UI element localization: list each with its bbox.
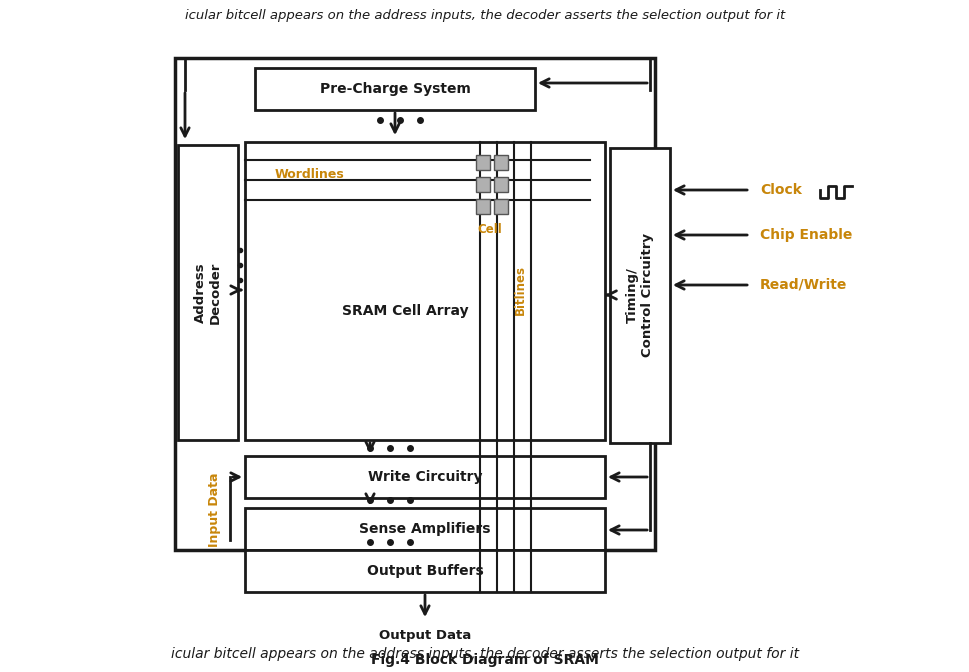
Bar [493,177,508,192]
Text: SRAM Cell Array: SRAM Cell Array [341,304,468,318]
Text: icular bitcell appears on the address inputs, the decoder asserts the selection : icular bitcell appears on the address in… [171,647,798,661]
Text: Timing/
Control Circuitry: Timing/ Control Circuitry [625,233,653,358]
Bar [178,145,237,440]
Text: Write Circuitry: Write Circuitry [367,470,482,484]
Text: Address
Decoder: Address Decoder [194,261,222,324]
Text: Pre-Charge System: Pre-Charge System [319,82,470,96]
Text: Input Data: Input Data [208,472,221,547]
Text: Output Data: Output Data [379,628,471,642]
Bar [245,508,605,550]
Bar [610,148,670,443]
Bar [174,58,654,550]
Text: Clock: Clock [760,183,801,197]
Bar [255,68,535,110]
Text: Sense Amplifiers: Sense Amplifiers [359,522,490,536]
Text: Wordlines: Wordlines [275,169,345,181]
Bar [245,550,605,592]
Text: Fig.4 Block Diagram of SRAM: Fig.4 Block Diagram of SRAM [371,653,598,667]
Bar [245,456,605,498]
Text: Read/Write: Read/Write [760,278,847,292]
Text: Cell: Cell [477,224,502,237]
Bar [493,199,508,214]
Text: Chip Enable: Chip Enable [760,228,852,242]
Text: Bitlines: Bitlines [513,265,526,315]
Bar [245,142,605,440]
Bar [493,155,508,170]
Bar [476,199,489,214]
Bar [476,177,489,192]
Text: icular bitcell appears on the address inputs, the decoder asserts the selection : icular bitcell appears on the address in… [185,9,784,22]
Bar [476,155,489,170]
Text: Output Buffers: Output Buffers [366,564,483,578]
